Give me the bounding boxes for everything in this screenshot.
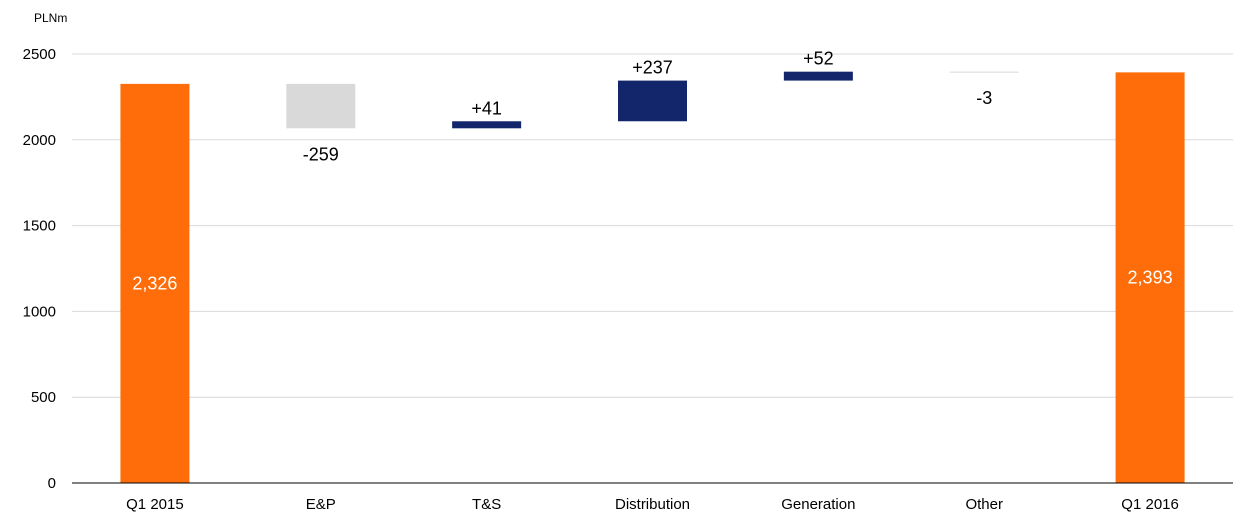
bar-t-s xyxy=(452,121,522,129)
bar-other xyxy=(949,71,1019,73)
x-tick-label: Generation xyxy=(781,496,855,512)
data-labels: 2,326 -259 +41 +237 +52 -3 2,393 xyxy=(132,49,1172,294)
data-label: +52 xyxy=(803,49,834,69)
data-label: 2,393 xyxy=(1128,268,1173,288)
x-tick-label: Q1 2015 xyxy=(126,496,184,512)
bar-q1-2016 xyxy=(1115,72,1185,483)
x-tick-label: E&P xyxy=(306,496,336,512)
data-label: -3 xyxy=(976,88,992,108)
x-tick-label: Other xyxy=(965,496,1003,512)
bar-generation xyxy=(783,71,853,81)
data-label: +41 xyxy=(471,98,502,118)
bar-distribution xyxy=(618,80,687,122)
bar-q1-2015 xyxy=(120,83,190,483)
x-tick-label: Distribution xyxy=(615,496,690,512)
y-tick-label: 2000 xyxy=(23,132,56,149)
y-tick-label: 0 xyxy=(48,475,56,492)
x-tick-label: T&S xyxy=(472,496,501,512)
bar-e-p xyxy=(286,83,356,129)
y-tick-label: 1000 xyxy=(23,303,56,320)
x-axis-categories: Q1 2015 E&P T&S Distribution Generation Other… xyxy=(126,496,1179,512)
y-tick-label: 2500 xyxy=(23,46,56,63)
bars xyxy=(120,71,1185,483)
unit-label: PLNm xyxy=(34,11,67,25)
data-label: -259 xyxy=(303,144,339,164)
data-label: 2,326 xyxy=(132,273,177,293)
x-tick-label: Q1 2016 xyxy=(1121,496,1179,512)
y-axis-ticks: 0 500 1000 1500 2000 2500 xyxy=(23,46,56,492)
data-label: +237 xyxy=(632,58,673,78)
y-tick-label: 500 xyxy=(31,389,56,406)
y-tick-label: 1500 xyxy=(23,218,56,235)
gridlines xyxy=(72,53,1233,398)
